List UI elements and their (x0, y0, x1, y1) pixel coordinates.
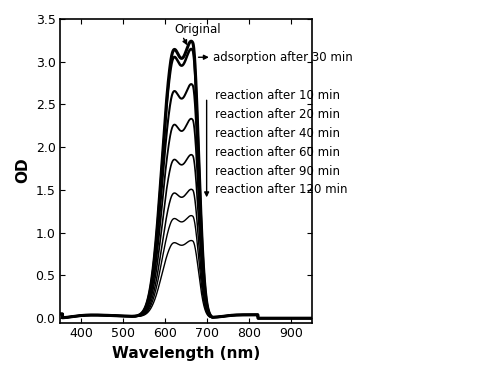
Text: reaction after 10 min: reaction after 10 min (215, 89, 340, 102)
Text: reaction after 40 min: reaction after 40 min (215, 127, 340, 140)
Text: reaction after 20 min: reaction after 20 min (215, 108, 340, 121)
X-axis label: Wavelength (nm): Wavelength (nm) (112, 346, 261, 361)
Text: reaction after 60 min: reaction after 60 min (215, 146, 340, 159)
Text: reaction after 120 min: reaction after 120 min (215, 183, 348, 196)
Text: adsorption after 30 min: adsorption after 30 min (213, 51, 352, 64)
Text: Original: Original (174, 23, 221, 36)
Y-axis label: OD: OD (15, 158, 30, 183)
Text: reaction after 90 min: reaction after 90 min (215, 165, 340, 177)
